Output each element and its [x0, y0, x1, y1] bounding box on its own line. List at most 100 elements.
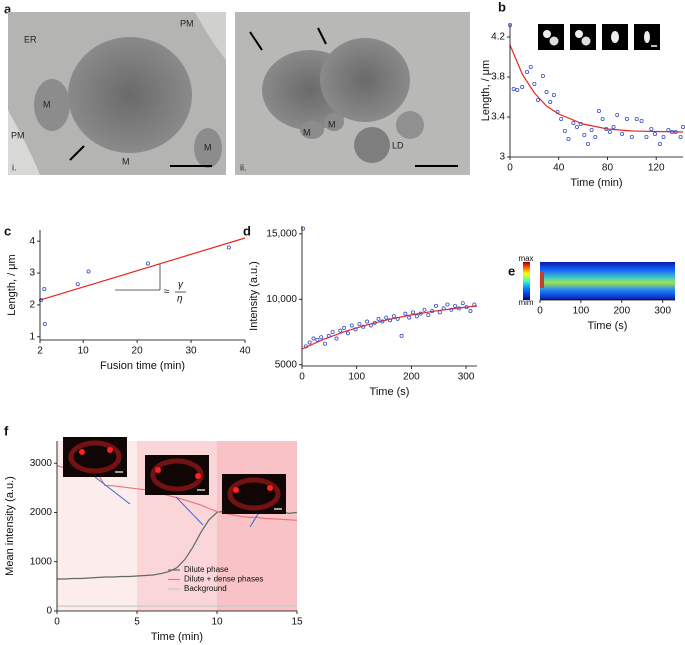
data-point [342, 326, 347, 331]
y-tick-label: 4 [29, 236, 35, 247]
em-label: M [43, 99, 51, 109]
data-point [365, 319, 370, 324]
x-tick-label: 5 [134, 617, 140, 628]
data-point [353, 327, 358, 332]
x-axis-label: Fusion time (min) [100, 360, 185, 372]
data-point [42, 322, 47, 327]
data-point [589, 127, 594, 132]
data-point [666, 127, 671, 132]
inset-blob [581, 36, 591, 46]
em-lipid-droplet [354, 127, 390, 163]
x-tick-label: 40 [553, 163, 565, 174]
x-tick-label: 0 [54, 617, 60, 628]
em-mitochondrion [34, 79, 70, 131]
data-point [460, 301, 465, 306]
legend-label: Background [184, 584, 227, 593]
data-point [615, 113, 620, 118]
data-point [649, 127, 654, 132]
data-point [322, 341, 327, 346]
x-tick-label: 10 [78, 346, 90, 357]
data-point [226, 245, 231, 250]
data-point [403, 311, 408, 316]
y-tick-label: 4.2 [491, 32, 505, 43]
x-tick-label: 120 [648, 163, 665, 174]
data-point [307, 340, 312, 345]
data-point [391, 314, 396, 319]
em-granule [320, 38, 410, 122]
fit-line [301, 305, 478, 350]
data-point [511, 87, 516, 92]
em-lipid-droplet [396, 111, 424, 139]
y-axis-label: Intensity (a.u.) [248, 261, 260, 331]
data-point [525, 70, 530, 75]
panel-label: a [4, 1, 12, 16]
em-mitochondrion [194, 128, 222, 168]
annotation: γ [178, 280, 184, 291]
data-point [551, 93, 556, 98]
em-label: ii. [240, 162, 247, 172]
em-label: ER [24, 34, 37, 44]
arrow [249, 31, 263, 51]
inset-image [538, 24, 564, 50]
x-tick-label: 20 [132, 346, 144, 357]
data-point [345, 331, 350, 336]
em-label: i. [12, 162, 17, 172]
data-point [326, 333, 331, 338]
fit-line [509, 44, 684, 133]
data-point [418, 311, 423, 316]
data-point [629, 134, 634, 139]
x-tick-label: 2 [37, 346, 43, 357]
inset-blob [549, 36, 559, 46]
data-point [544, 90, 549, 95]
data-point [472, 302, 477, 307]
y-tick-label: 3.8 [491, 72, 505, 83]
data-point [75, 282, 80, 287]
y-tick-label: 1000 [30, 556, 53, 567]
data-point [566, 136, 571, 141]
data-point [571, 121, 576, 126]
panel-label: b [498, 0, 506, 14]
data-point [42, 286, 47, 291]
data-point [596, 109, 601, 114]
data-point [661, 134, 666, 139]
panel-label: d [243, 223, 251, 238]
inset-spot [155, 467, 161, 473]
inset-cell [150, 458, 204, 492]
data-point [301, 226, 306, 231]
data-point [624, 117, 629, 122]
data-point [562, 128, 567, 133]
fit-line [39, 237, 246, 301]
x-axis-label: Time (s) [370, 386, 410, 398]
data-point [368, 323, 373, 328]
data-point [315, 337, 320, 342]
em-granule [68, 37, 192, 153]
x-tick-label: 100 [573, 306, 590, 317]
data-point [441, 306, 446, 311]
colorbar [523, 262, 530, 300]
data-point [311, 336, 316, 341]
data-point [585, 141, 590, 146]
annotation: η [177, 294, 183, 305]
x-tick-label: 30 [185, 346, 197, 357]
colorbar-label: max [518, 254, 533, 263]
inset-blob [611, 31, 619, 43]
data-point [678, 134, 683, 139]
data-point [578, 122, 583, 127]
data-point [575, 125, 580, 130]
inset-blob [575, 30, 583, 38]
data-point [468, 309, 473, 314]
em-label: M [204, 142, 212, 152]
data-point [536, 98, 541, 103]
data-point [604, 127, 609, 132]
data-point [303, 344, 308, 349]
data-point [422, 307, 427, 312]
data-point [593, 134, 598, 139]
data-point [582, 132, 587, 137]
inset-cell [227, 477, 281, 511]
arrow [69, 145, 85, 161]
x-tick-label: 0 [507, 163, 513, 174]
data-point [464, 305, 469, 310]
y-axis-label: Length, / μm [480, 60, 492, 121]
data-point [600, 117, 605, 122]
annotation: ≈ [164, 287, 170, 298]
